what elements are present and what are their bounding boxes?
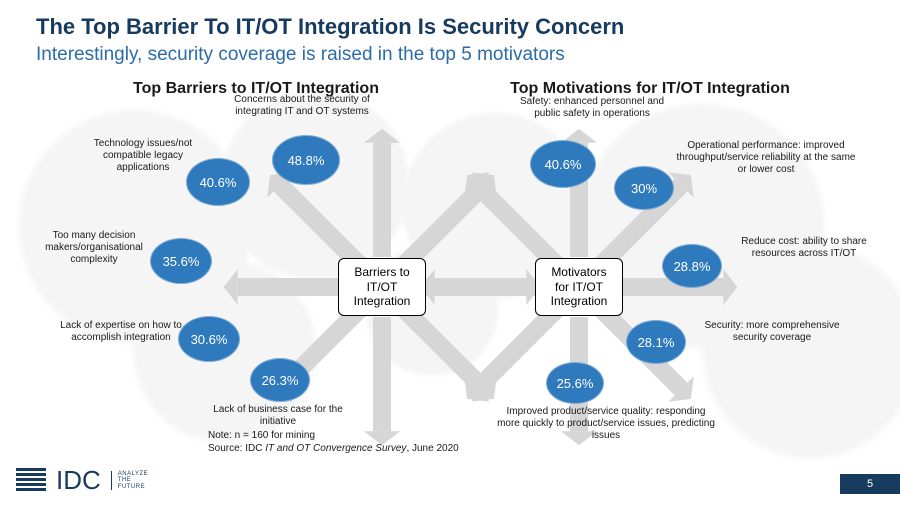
barrier-label-1: Technology issues/not compatible legacy … <box>78 138 208 173</box>
barriers-center-box: Barriers to IT/OT Integration <box>338 258 426 316</box>
motivator-label-2: Reduce cost: ability to share resources … <box>734 236 874 260</box>
barrier-bubble-2: 35.6% <box>150 238 212 284</box>
slide-number: 5 <box>840 474 900 494</box>
motivator-label-1: Operational performance: improved throug… <box>676 140 856 175</box>
motivator-bubble-4: 25.6% <box>546 362 604 404</box>
motivator-bubble-3: 28.1% <box>626 320 686 364</box>
barrier-label-0: Concerns about the security of integrati… <box>222 94 382 118</box>
idc-logo-icon <box>16 467 46 495</box>
barrier-label-4: Lack of business case for the initiative <box>196 404 360 428</box>
idc-logo-text: IDC <box>56 465 101 496</box>
slide-title: The Top Barrier To IT/OT Integration Is … <box>36 14 624 40</box>
barrier-label-2: Too many decision makers/organisational … <box>32 230 156 265</box>
idc-logo-tagline: ANALYZE THE FUTURE <box>111 471 148 490</box>
barrier-bubble-0: 48.8% <box>272 135 340 185</box>
motivator-bubble-0: 40.6% <box>530 140 596 188</box>
barrier-bubble-4: 26.3% <box>250 358 310 402</box>
motivators-center-box: Motivators for IT/OT Integration <box>535 258 623 316</box>
slide-subtitle: Interestingly, security coverage is rais… <box>36 44 565 66</box>
motivator-label-3: Security: more comprehensive security co… <box>702 320 842 344</box>
motivator-bubble-1: 30% <box>614 166 674 210</box>
barrier-label-3: Lack of expertise on how to accomplish i… <box>54 320 188 344</box>
motivator-label-0: Safety: enhanced personnel and public sa… <box>508 96 676 120</box>
motivator-bubble-2: 28.8% <box>662 244 722 288</box>
idc-logo: IDC ANALYZE THE FUTURE <box>16 465 148 496</box>
motivator-label-4: Improved product/service quality: respon… <box>494 406 718 441</box>
